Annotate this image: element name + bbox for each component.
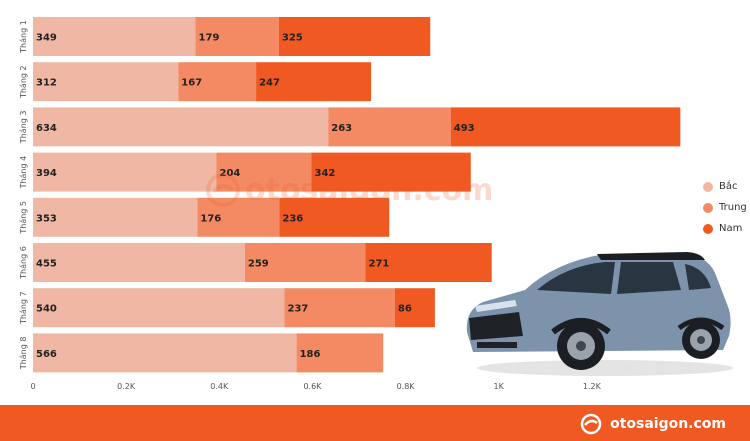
bar-segment[interactable] [178,62,257,102]
bar-value-label: 353 [36,213,57,224]
category-label: Tháng 8 [19,337,28,371]
bar-segment[interactable] [284,288,395,328]
bar-segment[interactable] [365,243,492,282]
x-tick-label: 0.8K [397,382,416,391]
bar-segment[interactable] [328,107,451,147]
bar-value-label: 167 [181,78,202,89]
category-label: Tháng 3 [19,111,28,145]
category-label: Tháng 2 [19,65,28,99]
bar-value-label: 179 [199,33,220,44]
bar-segment[interactable] [296,333,384,373]
watermark-text: otosaigon.com [245,172,494,208]
footer-logo[interactable]: otosaigon.com [578,413,726,435]
watermark-logo-icon [206,173,240,207]
bar-segment[interactable] [450,107,681,147]
x-tick-label: 0.6K [303,382,322,391]
watermark: otosaigon.com [205,172,493,208]
legend-item[interactable]: Bắc [703,176,747,197]
bar-segment[interactable] [33,107,329,147]
otosaigon-logo-icon [580,413,602,435]
legend: Bắc Trung Nam [703,176,747,239]
legend-label: Nam [719,223,743,234]
bar-value-label: 259 [248,259,269,270]
stacked-bar-chart: Tháng 1 349 179 325 Tháng 2 312 167 247 Tháng 3 6… [19,17,681,391]
x-tick-label: 1.2K [583,382,602,391]
bar-segment[interactable] [244,243,366,282]
footer-bar: otosaigon.com [0,405,750,441]
x-tick-label: 0.4K [210,382,229,391]
bar-value-label: 325 [282,33,303,44]
bar-segment[interactable] [33,288,285,328]
bar-value-label: 247 [259,78,280,89]
x-tick-label: 0.2K [117,382,136,391]
bar-segment[interactable] [394,288,435,328]
category-label: Tháng 7 [19,291,28,325]
bar-segment[interactable] [278,17,431,56]
bar-value-label: 86 [398,304,412,315]
bar-segment[interactable] [195,17,279,56]
bar-segment[interactable] [311,152,471,192]
bar-value-label: 634 [36,123,57,134]
bar-segment[interactable] [279,197,390,237]
x-tick-label: 1K [494,382,505,391]
bar-value-label: 312 [36,78,57,89]
bar-segment[interactable] [33,62,179,102]
legend-label: Bắc [719,181,738,192]
bar-value-label: 540 [36,304,57,315]
legend-item[interactable]: Trung [703,197,747,218]
bar-value-label: 349 [36,33,57,44]
bar-segment[interactable] [256,62,372,102]
bar-value-label: 455 [36,259,57,270]
bar-segment[interactable] [33,17,196,56]
legend-swatch [703,223,713,234]
category-label: Tháng 6 [19,246,28,280]
suv-car-image [466,252,733,376]
bar-value-label: 566 [36,349,57,360]
bar-segment[interactable] [33,152,217,192]
bar-segment[interactable] [197,197,280,237]
bar-value-label: 204 [219,168,240,179]
bar-value-label: 263 [331,123,352,134]
legend-item[interactable]: Nam [703,218,747,239]
legend-swatch [703,202,713,213]
footer-brand: otosaigon.com [610,416,726,432]
bar-segment[interactable] [33,333,297,373]
legend-label: Trung [719,202,747,213]
category-label: Tháng 1 [19,20,28,54]
bar-value-label: 236 [282,213,303,224]
bar-segment[interactable] [216,152,312,192]
bar-value-label: 394 [36,168,57,179]
category-label: Tháng 4 [19,156,28,190]
bar-value-label: 342 [314,168,335,179]
bar-segment[interactable] [33,243,245,282]
x-tick-label: 0 [30,382,35,391]
bar-value-label: 186 [300,349,321,360]
bar-value-label: 493 [454,123,475,134]
bar-value-label: 271 [369,259,390,270]
bar-value-label: 237 [287,304,308,315]
bar-segment[interactable] [33,197,198,237]
category-label: Tháng 5 [19,201,28,235]
bar-value-label: 176 [200,213,221,224]
legend-swatch [703,181,713,192]
